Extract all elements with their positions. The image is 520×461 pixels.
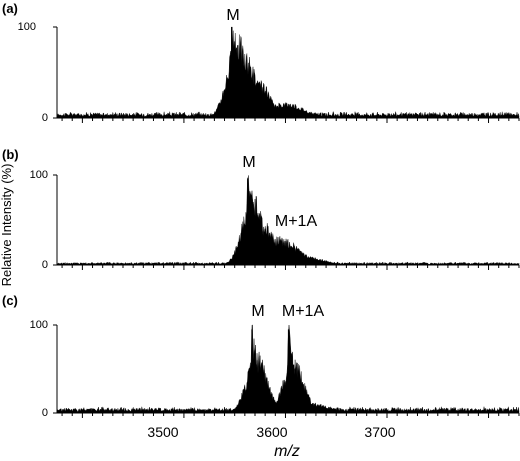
panel-a-peak-label-M: M [226,7,239,24]
x-axis-label: m/z [274,443,300,460]
spectrum-area [56,175,520,266]
panel-c-ytick-100: 100 [30,319,48,331]
spectrum-area [56,26,520,119]
panel-c-peak-label-M1A: M+1A [282,303,325,320]
y-axis-label: Relative Intensity (%) [0,164,14,287]
panel-c-spectrum [53,324,520,418]
x-tick-label-3500: 3500 [147,424,178,440]
panel-b-label: (b) [2,147,19,162]
x-tick-label-3600: 3600 [256,424,287,440]
panel-c-peak-label-M: M [251,303,264,320]
panel-a: (a) 100 0 M [2,1,520,124]
panel-a-ytick-0: 0 [42,112,48,124]
panel-a-ytick-100: 100 [18,21,36,33]
panel-b-ytick-100: 100 [30,169,48,181]
panel-b: (b) 100 0 M M+1A [2,147,520,271]
x-tick-label-3700: 3700 [364,424,395,440]
panel-c-label: (c) [2,293,18,308]
panel-c: (c) 100 0 M M+1A [2,293,520,419]
panel-b-peak-label-M: M [242,154,255,171]
panel-c-ytick-0: 0 [42,407,48,419]
panel-b-spectrum [53,174,520,270]
panel-b-peak-label-M1A: M+1A [275,213,318,230]
panel-a-spectrum [53,26,520,123]
panel-a-label: (a) [2,1,18,16]
panel-b-ytick-0: 0 [42,259,48,271]
